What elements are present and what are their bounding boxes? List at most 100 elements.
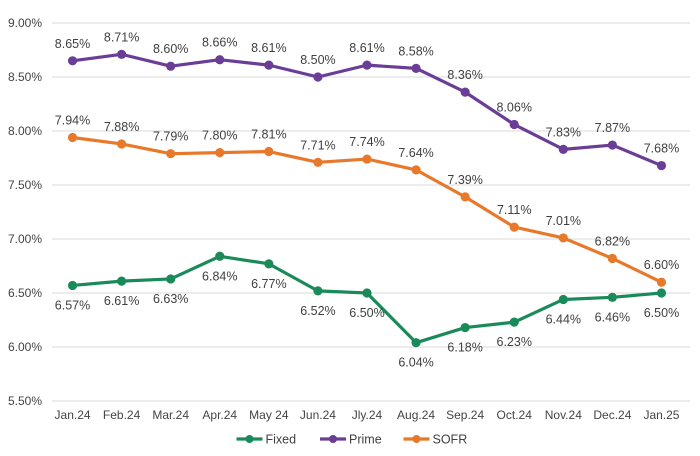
legend-swatch-marker (329, 435, 337, 443)
sofr-point (362, 154, 372, 164)
prime-point (264, 60, 274, 70)
series-fixed (67, 251, 667, 348)
prime-data-label: 8.50% (300, 53, 335, 67)
sofr-data-label: 7.11% (497, 203, 532, 217)
prime-point (313, 72, 323, 82)
x-tick-label: Aug.24 (397, 408, 435, 422)
x-tick-label: Sep.24 (446, 408, 484, 422)
prime-data-label: 8.58% (398, 44, 433, 58)
prime-point (460, 87, 470, 97)
prime-point (67, 56, 78, 66)
fixed-point (656, 288, 667, 298)
series-prime (67, 49, 667, 171)
y-tick-label: 8.50% (8, 70, 42, 84)
y-tick-label: 6.00% (8, 340, 42, 354)
prime-point (656, 160, 667, 171)
sofr-data-label: 7.01% (546, 214, 581, 228)
fixed-point (264, 259, 274, 269)
legend-label: SOFR (433, 433, 468, 447)
fixed-data-label: 6.77% (251, 277, 286, 291)
sofr-data-label: 7.39% (447, 173, 482, 187)
sofr-point (264, 146, 274, 157)
fixed-point (460, 322, 470, 333)
prime-data-label: 8.60% (153, 42, 188, 56)
fixed-data-label: 6.46% (595, 310, 630, 324)
prime-data-label: 8.36% (447, 68, 482, 82)
prime-data-label: 8.71% (104, 30, 139, 44)
legend-item-fixed: Fixed (236, 433, 297, 447)
fixed-data-label: 6.50% (644, 306, 679, 320)
prime-point (215, 55, 225, 65)
sofr-data-label: 7.74% (349, 135, 384, 149)
legend-label: Fixed (266, 433, 297, 447)
x-tick-label: Jan.25 (643, 408, 679, 422)
y-tick-label: 9.00% (8, 16, 42, 30)
fixed-data-label: 6.44% (546, 312, 581, 326)
sofr-data-label: 7.64% (398, 146, 433, 160)
prime-point (166, 61, 176, 71)
series-sofr (67, 132, 667, 287)
sofr-point (67, 132, 78, 143)
prime-data-label: 7.87% (595, 121, 630, 135)
fixed-point (117, 276, 127, 286)
fixed-point (411, 338, 421, 348)
sofr-point (313, 157, 323, 167)
prime-point (117, 49, 127, 59)
fixed-data-label: 6.50% (349, 306, 384, 320)
prime-data-label: 8.66% (202, 36, 237, 50)
y-tick-label: 7.00% (8, 232, 42, 246)
x-tick-label: Oct.24 (497, 408, 533, 422)
fixed-data-label: 6.57% (55, 298, 90, 312)
y-tick-label: 5.50% (8, 394, 42, 408)
sofr-point (166, 149, 176, 159)
fixed-data-label: 6.52% (300, 304, 335, 318)
x-tick-label: Nov.24 (545, 408, 582, 422)
legend-item-prime: Prime (320, 433, 382, 447)
sofr-point (117, 139, 127, 149)
legend-swatch-marker (245, 435, 254, 443)
prime-data-label: 7.83% (546, 125, 581, 139)
x-tick-label: Jan.24 (55, 408, 91, 422)
fixed-point (509, 317, 519, 327)
y-tick-label: 7.50% (8, 178, 42, 192)
prime-point (509, 119, 519, 130)
gridlines (52, 22, 690, 402)
prime-data-label: 8.65% (55, 37, 90, 51)
fixed-point (67, 280, 78, 291)
sofr-data-label: 7.94% (55, 113, 90, 127)
sofr-point (411, 165, 421, 175)
sofr-data-label: 7.81% (251, 128, 286, 142)
prime-point (558, 144, 568, 154)
x-tick-label: Jly.24 (352, 408, 383, 422)
x-tick-label: Apr.24 (202, 408, 237, 422)
fixed-data-label: 6.63% (153, 292, 188, 306)
y-tick-label: 8.00% (8, 124, 42, 138)
prime-point (362, 60, 372, 70)
sofr-point (558, 233, 568, 243)
sofr-point (607, 253, 617, 264)
fixed-point (607, 292, 617, 302)
sofr-data-label: 7.71% (300, 138, 335, 152)
y-tick-label: 6.50% (8, 286, 42, 300)
legend-item-sofr: SOFR (403, 433, 468, 447)
fixed-data-label: 6.61% (104, 294, 139, 308)
fixed-data-label: 6.18% (447, 341, 482, 355)
series-lines (67, 49, 667, 348)
sofr-data-label: 7.88% (104, 120, 139, 134)
x-tick-label: Jun.24 (300, 408, 336, 422)
x-tick-label: Mar.24 (152, 408, 189, 422)
sofr-data-label: 6.60% (644, 258, 679, 272)
y-axis-ticks: 5.50% 6.00% 6.50% 7.00% 7.50% 8.00% 8.50% 9.00% (8, 16, 42, 408)
fixed-data-label: 6.84% (202, 269, 237, 283)
x-axis-ticks: Jan.24 Feb.24 Mar.24 Apr.24 May 24 Jun.24 Jly.… (55, 408, 680, 422)
fixed-point (558, 294, 568, 305)
sofr-point (509, 222, 519, 232)
sofr-data-label: 7.79% (153, 130, 188, 144)
x-tick-label: Dec.24 (593, 408, 631, 422)
fixed-point (362, 288, 372, 298)
fixed-data-label: 6.23% (497, 335, 532, 349)
fixed-point (166, 274, 176, 284)
legend: Fixed Prime SOFR (236, 433, 468, 447)
x-tick-label: Feb.24 (103, 408, 141, 422)
